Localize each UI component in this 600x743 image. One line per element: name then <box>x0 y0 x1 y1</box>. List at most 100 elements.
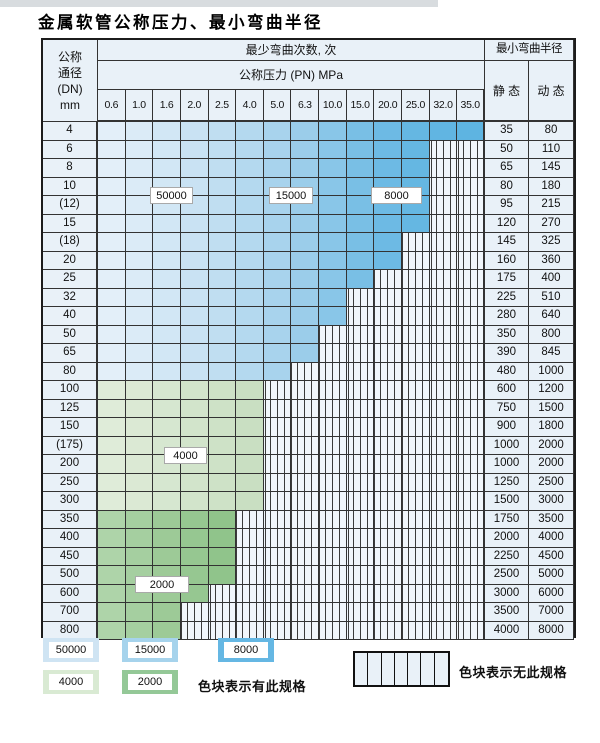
static-radius-cell: 350 <box>484 325 529 344</box>
spec-cell <box>125 270 154 289</box>
static-radius-cell: 175 <box>484 270 529 289</box>
dynamic-radius-cell: 845 <box>528 344 574 363</box>
spec-cell <box>236 492 264 511</box>
spec-cell <box>263 214 292 233</box>
static-radius-cell: 1250 <box>484 473 529 492</box>
scan-edge-strip <box>0 0 438 7</box>
spec-cell <box>291 251 320 270</box>
no-spec-cell <box>457 251 485 270</box>
no-spec-cell <box>374 362 403 381</box>
spec-cell <box>153 492 181 511</box>
spec-cell <box>125 214 154 233</box>
static-radius-cell: 390 <box>484 344 529 363</box>
dynamic-radius-cell: 1800 <box>528 418 574 437</box>
dn-cell: 6 <box>43 140 98 159</box>
dynamic-radius-cell: 7000 <box>528 603 574 622</box>
no-spec-cell <box>457 510 485 529</box>
spec-cell <box>153 307 181 326</box>
header-dn-line: 通径 <box>57 65 82 80</box>
no-spec-cell <box>457 418 485 437</box>
spec-cell <box>208 492 237 511</box>
spec-cell <box>236 344 264 363</box>
header-dn-line: 公称 <box>57 49 82 64</box>
no-spec-cell <box>319 603 347 622</box>
spec-cell <box>98 362 126 381</box>
spec-cell <box>402 140 430 159</box>
spec-cell <box>98 270 126 289</box>
spec-cell <box>208 177 237 196</box>
spec-cell <box>236 325 264 344</box>
spec-cell <box>98 399 126 418</box>
no-spec-cell <box>457 307 485 326</box>
spec-cell <box>208 159 237 178</box>
spec-cell <box>208 473 237 492</box>
pressure-tick-1.0: 1.0 <box>125 90 154 122</box>
no-spec-cell <box>402 418 430 437</box>
no-spec-cell <box>346 399 375 418</box>
spec-cell <box>208 233 237 252</box>
no-spec-cell <box>429 492 458 511</box>
header-dn: 公称 通径 (DN) mm <box>43 40 98 122</box>
no-spec-cell <box>429 621 458 640</box>
spec-cell <box>208 140 237 159</box>
spec-cell <box>208 362 237 381</box>
dynamic-radius-cell: 1500 <box>528 399 574 418</box>
cycle-label-2000: 2000 <box>135 576 189 593</box>
header-min-bend-cycles: 最少弯曲次数, 次 <box>98 40 485 61</box>
spec-cell <box>291 214 320 233</box>
no-spec-cell <box>429 251 458 270</box>
spec-cell <box>346 270 375 289</box>
spec-cell <box>180 362 209 381</box>
spec-cell <box>263 344 292 363</box>
no-spec-cell <box>402 529 430 548</box>
static-radius-cell: 280 <box>484 307 529 326</box>
spec-cell <box>98 621 126 640</box>
static-radius-cell: 2250 <box>484 547 529 566</box>
no-spec-cell <box>319 547 347 566</box>
pressure-tick-5.0: 5.0 <box>263 90 292 122</box>
spec-cell <box>98 196 126 215</box>
spec-cell <box>236 307 264 326</box>
dynamic-radius-cell: 2500 <box>528 473 574 492</box>
spec-cell <box>263 140 292 159</box>
dynamic-radius-cell: 1000 <box>528 362 574 381</box>
spec-cell <box>208 288 237 307</box>
spec-cell <box>98 381 126 400</box>
dynamic-radius-cell: 3500 <box>528 510 574 529</box>
no-spec-cell <box>346 473 375 492</box>
spec-cell <box>319 177 347 196</box>
dn-cell: (175) <box>43 436 98 455</box>
no-spec-cell <box>402 233 430 252</box>
spec-cell <box>374 159 403 178</box>
no-spec-cell <box>346 510 375 529</box>
spec-cell <box>98 122 126 141</box>
spec-cell <box>236 251 264 270</box>
spec-cell <box>125 399 154 418</box>
no-spec-cell <box>402 381 430 400</box>
no-spec-cell <box>319 325 347 344</box>
spec-cell <box>263 270 292 289</box>
legend-swatch-label: 15000 <box>128 642 172 658</box>
no-spec-cell <box>429 399 458 418</box>
header-dynamic: 动 态 <box>528 61 574 122</box>
spec-cell <box>402 122 430 141</box>
no-spec-cell <box>457 196 485 215</box>
no-spec-cell <box>319 436 347 455</box>
static-radius-cell: 4000 <box>484 621 529 640</box>
spec-cell <box>291 344 320 363</box>
no-spec-cell <box>236 584 264 603</box>
no-spec-cell <box>319 418 347 437</box>
no-spec-cell <box>263 529 292 548</box>
no-spec-cell <box>263 455 292 474</box>
no-spec-cell <box>346 455 375 474</box>
dn-cell: 150 <box>43 418 98 437</box>
no-spec-cell <box>429 196 458 215</box>
no-spec-cell <box>402 399 430 418</box>
no-spec-cell <box>374 381 403 400</box>
spec-cell <box>346 233 375 252</box>
no-spec-cell <box>291 492 320 511</box>
spec-cell <box>153 344 181 363</box>
spec-cell <box>98 566 126 585</box>
no-spec-cell <box>208 603 237 622</box>
no-spec-cell <box>374 455 403 474</box>
